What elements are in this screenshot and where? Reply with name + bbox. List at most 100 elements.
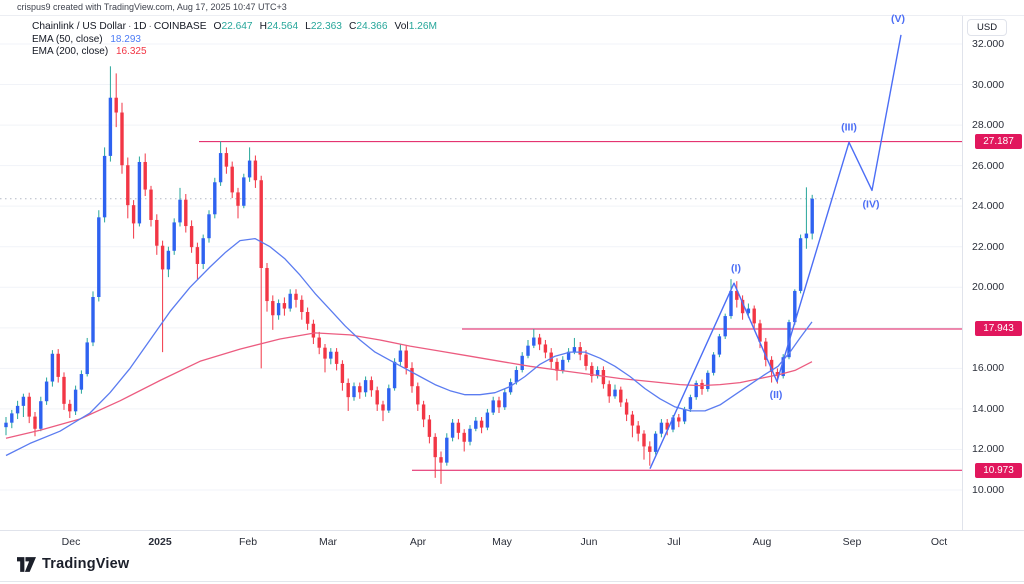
candle-down [590, 365, 594, 377]
ema50-value: 18.293 [110, 33, 141, 45]
candle-down [27, 396, 31, 417]
ema200-legend-row[interactable]: EMA (200, close) 16.325 [32, 46, 437, 59]
candle-down [601, 369, 606, 385]
candle-down [195, 247, 200, 264]
candle-down [665, 422, 669, 430]
wave-label: (I) [731, 263, 741, 275]
candle-down [358, 386, 362, 393]
candle-up [561, 359, 565, 371]
candle-up [247, 160, 252, 178]
candle-down [253, 160, 258, 181]
candle-down [497, 400, 501, 408]
candle-down [317, 337, 321, 348]
candle-down [624, 402, 629, 415]
legend-separator-1: · [128, 21, 132, 32]
candle-down [114, 97, 118, 113]
candle-up [91, 297, 95, 343]
ema50-line [5, 237, 813, 457]
wave-label: (IV) [863, 199, 880, 211]
candle-down [294, 293, 298, 300]
candle-down [578, 347, 582, 355]
candle-up [213, 182, 217, 215]
candle-down [630, 414, 635, 426]
price-tick-label: 24.000 [972, 200, 1005, 213]
candle-up [706, 372, 710, 390]
candle-down [265, 268, 269, 302]
candle-down [636, 425, 640, 434]
ohlc-key: Vol [394, 21, 409, 32]
footer-branding[interactable]: TradingView [17, 556, 129, 572]
candle-up [508, 382, 513, 393]
time-tick-label: May [492, 536, 512, 548]
candle-down [462, 432, 466, 442]
candle-up [50, 353, 55, 382]
candle-down [410, 367, 414, 387]
time-tick-label: 2025 [148, 536, 172, 548]
candle-up [329, 351, 333, 359]
candle-up [21, 396, 26, 406]
candle-down [340, 363, 345, 383]
ohlc-value: 22.363 [310, 21, 342, 32]
candle-up [781, 357, 785, 377]
candle-up [108, 97, 113, 156]
brand-name: TradingView [42, 556, 130, 572]
candle-down [120, 112, 124, 166]
tradingview-logo-icon [17, 556, 36, 572]
ohlc-key: O [213, 21, 222, 32]
candle-down [68, 403, 72, 412]
candle-up [613, 389, 617, 397]
candle-up [746, 308, 751, 314]
ema200-line [5, 332, 813, 439]
ohlc-value: 1.26M [408, 21, 438, 32]
candle-up [653, 433, 658, 452]
candle-down [311, 323, 316, 338]
candle-down [33, 416, 37, 429]
candle-down [160, 245, 165, 270]
time-axis[interactable]: Dec 2025 Feb Mar Apr May Jun Jul Aug Sep Oct [0, 530, 1024, 552]
price-tick-label: 10.000 [972, 484, 1005, 496]
candle-down [62, 376, 66, 404]
candle-down [677, 417, 681, 422]
candle-down [775, 372, 780, 377]
candle-up [793, 290, 797, 323]
symbol-row[interactable]: Chainlink / US Dollar · 1D · COINBASE O22.647… [32, 21, 437, 34]
price-tick-label: 16.000 [972, 362, 1005, 375]
candle-down [433, 436, 437, 458]
candle-up [572, 347, 577, 352]
price-axis[interactable]: USD 32.000 30.000 28.000 26.000 24.000 22.000… [962, 16, 1024, 530]
candle-down [300, 299, 304, 313]
candle-up [503, 392, 507, 408]
ema50-legend-row[interactable]: EMA (50, close) 18.293 [32, 34, 437, 47]
time-tick-label: Feb [238, 536, 258, 548]
candle-up [201, 238, 205, 264]
candle-up [15, 405, 20, 414]
candle-down [189, 226, 194, 248]
candle-up [595, 369, 600, 377]
candle-up [242, 177, 246, 206]
candle-up [102, 155, 107, 218]
ema200-value: 16.325 [115, 46, 147, 57]
candle-down [184, 199, 188, 227]
candle-up [514, 369, 519, 383]
candle-up [363, 380, 368, 393]
candle-down [758, 323, 762, 342]
price-level-badge: 27.187 [975, 134, 1022, 150]
candle-down [155, 219, 159, 246]
candle-up [39, 401, 43, 429]
time-tick-label: Sep [842, 536, 862, 548]
candle-up [398, 350, 403, 362]
candle-up [166, 250, 171, 270]
price-tick-label: 30.000 [972, 78, 1005, 91]
candle-down [369, 380, 374, 391]
candle-down [375, 390, 379, 405]
time-tick-label: Jul [667, 536, 681, 548]
candle-up [474, 420, 478, 429]
candle-up [445, 437, 449, 463]
candle-down [740, 299, 745, 314]
candle-down [648, 446, 652, 452]
candle-up [392, 361, 397, 389]
symbol-legend: Chainlink / US Dollar · 1D · COINBASE O22.647… [32, 21, 437, 59]
currency-unit-pill[interactable]: USD [967, 19, 1008, 36]
